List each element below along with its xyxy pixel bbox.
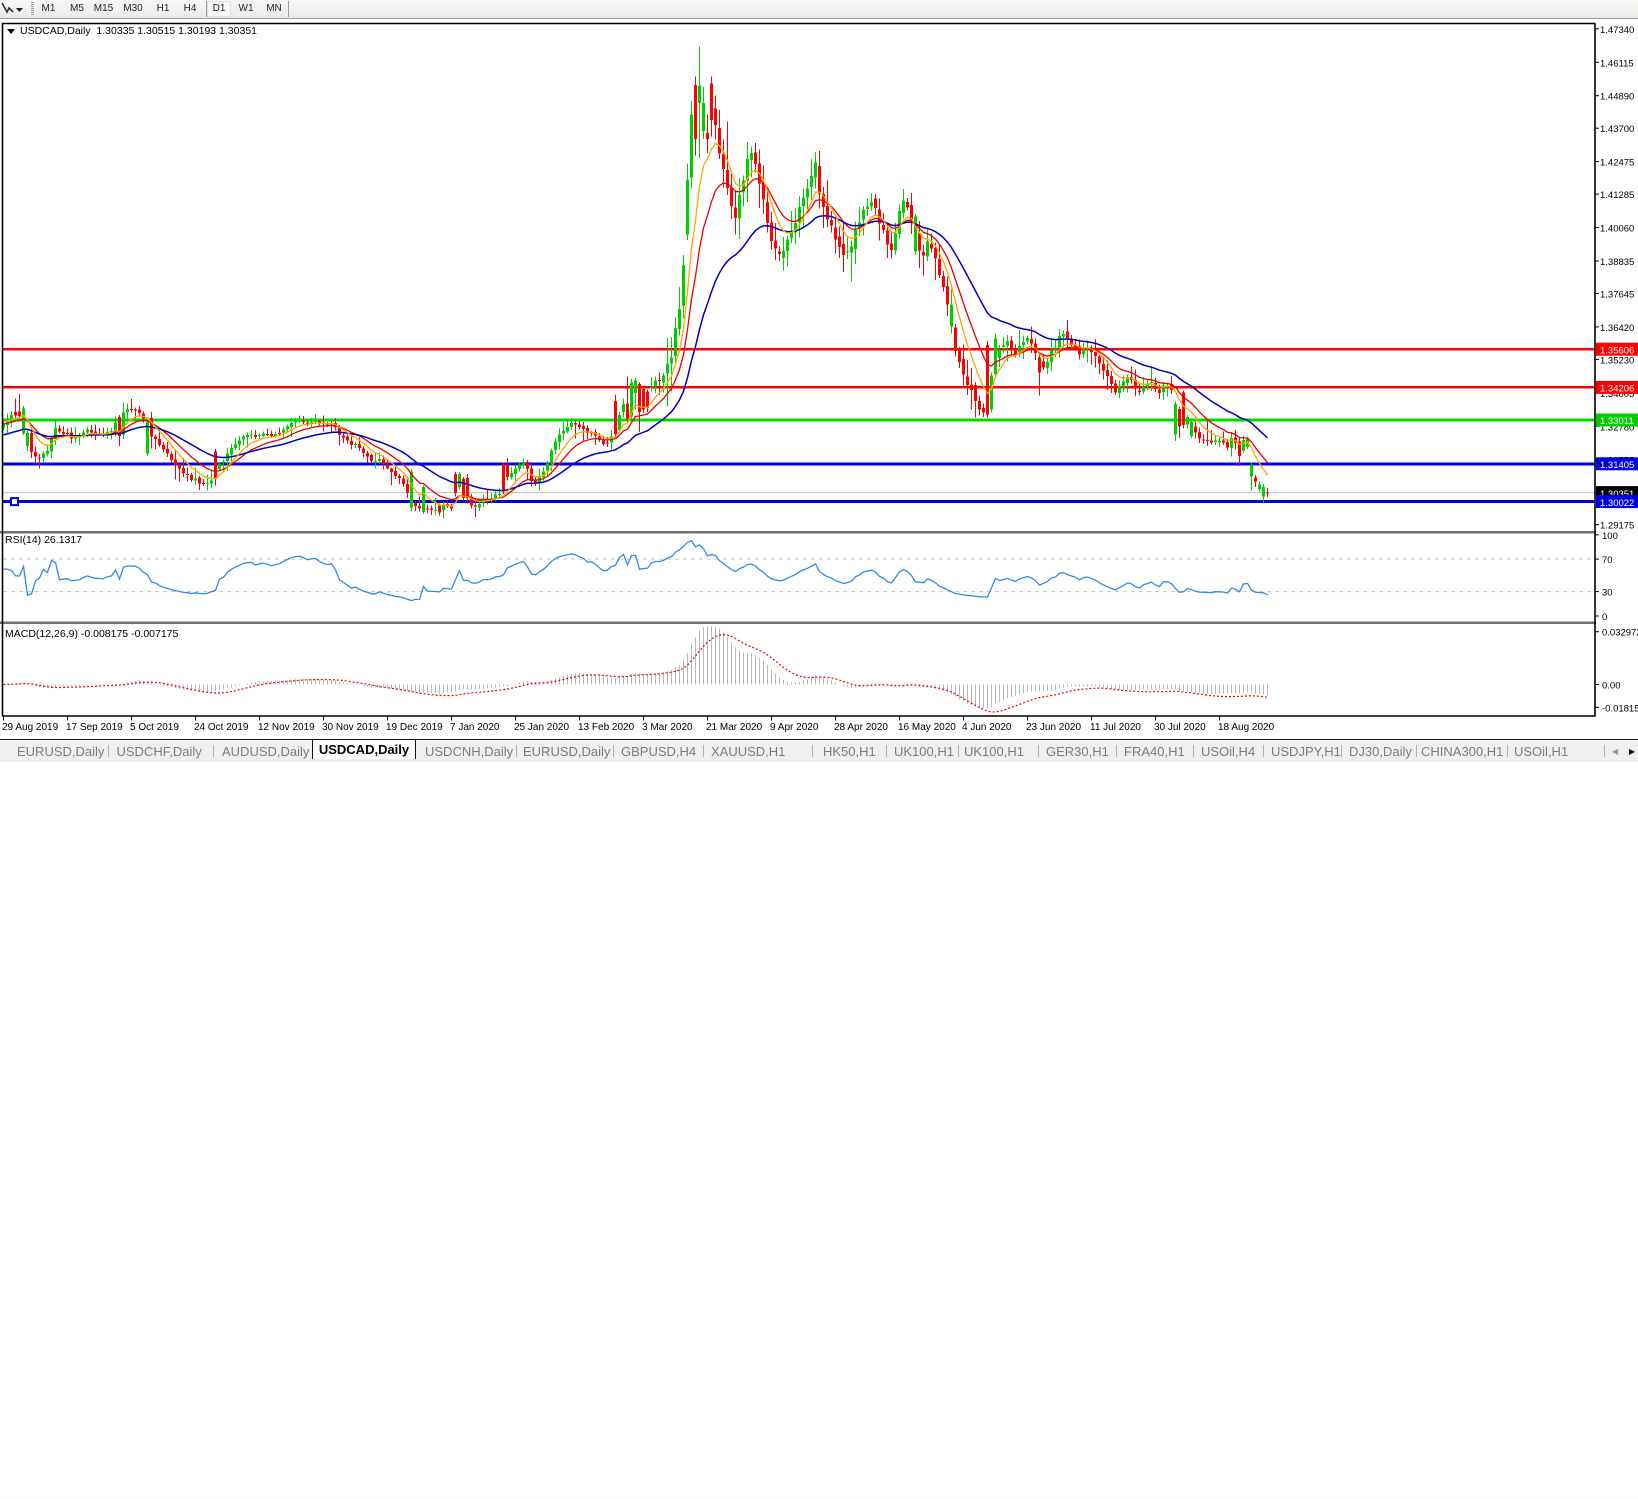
svg-text:1.32780: 1.32780 (1600, 422, 1634, 433)
svg-text:11 Jul 2020: 11 Jul 2020 (1090, 722, 1141, 733)
svg-text:1.47340: 1.47340 (1600, 25, 1634, 36)
svg-text:29 Aug 2019: 29 Aug 2019 (2, 722, 59, 733)
svg-text:4 Jun 2020: 4 Jun 2020 (962, 722, 1012, 733)
svg-text:12 Nov 2019: 12 Nov 2019 (258, 722, 315, 733)
svg-text:30 Jul 2020: 30 Jul 2020 (1154, 722, 1206, 733)
svg-text:100: 100 (1602, 531, 1618, 542)
svg-text:23 Jun 2020: 23 Jun 2020 (1026, 722, 1081, 733)
svg-text:1.35230: 1.35230 (1600, 355, 1634, 366)
svg-text:0: 0 (1602, 612, 1607, 623)
svg-text:5 Oct 2019: 5 Oct 2019 (130, 722, 179, 733)
svg-text:13 Feb 2020: 13 Feb 2020 (578, 722, 635, 733)
svg-text:1.30022: 1.30022 (1600, 498, 1634, 509)
svg-text:17 Sep 2019: 17 Sep 2019 (66, 722, 123, 733)
svg-text:MACD(12,26,9) -0.008175 -0.007: MACD(12,26,9) -0.008175 -0.007175 (5, 628, 179, 640)
svg-text:1.37645: 1.37645 (1600, 290, 1634, 301)
svg-text:28 Apr 2020: 28 Apr 2020 (834, 722, 888, 733)
svg-text:1.46115: 1.46115 (1600, 58, 1634, 69)
svg-text:25 Jan 2020: 25 Jan 2020 (514, 722, 569, 733)
svg-text:1.43700: 1.43700 (1600, 124, 1634, 135)
svg-text:3 Mar 2020: 3 Mar 2020 (642, 722, 693, 733)
svg-text:1.31405: 1.31405 (1600, 460, 1634, 471)
svg-text:21 Mar 2020: 21 Mar 2020 (706, 722, 763, 733)
svg-text:1.38835: 1.38835 (1600, 257, 1634, 268)
svg-text:18 Aug 2020: 18 Aug 2020 (1218, 722, 1275, 733)
svg-text:7 Jan 2020: 7 Jan 2020 (450, 722, 500, 733)
svg-text:1.41285: 1.41285 (1600, 190, 1634, 201)
svg-text:16 May 2020: 16 May 2020 (898, 722, 956, 733)
svg-text:70: 70 (1602, 555, 1613, 566)
svg-text:1.42475: 1.42475 (1600, 158, 1634, 169)
svg-text:30 Nov 2019: 30 Nov 2019 (322, 722, 379, 733)
svg-text:RSI(14) 26.1317: RSI(14) 26.1317 (5, 534, 82, 546)
svg-text:USDCAD,Daily 1.30335 1.30515: USDCAD,Daily 1.30335 1.30515 1.30193 1.3… (20, 25, 257, 37)
svg-text:24 Oct 2019: 24 Oct 2019 (194, 722, 249, 733)
svg-text:1.30351: 1.30351 (1600, 489, 1634, 500)
svg-text:1.29175: 1.29175 (1600, 521, 1634, 532)
svg-text:19 Dec 2019: 19 Dec 2019 (386, 722, 443, 733)
svg-text:9 Apr 2020: 9 Apr 2020 (770, 722, 819, 733)
svg-text:30: 30 (1602, 588, 1613, 599)
svg-text:1.34206: 1.34206 (1600, 384, 1634, 395)
svg-text:1.44890: 1.44890 (1600, 92, 1634, 103)
svg-text:1.33011: 1.33011 (1600, 416, 1634, 427)
svg-text:1.35606: 1.35606 (1600, 345, 1634, 356)
svg-text:1.40060: 1.40060 (1600, 224, 1634, 235)
svg-text:-0.018154: -0.018154 (1602, 703, 1638, 714)
svg-text:1.36420: 1.36420 (1600, 323, 1634, 334)
svg-text:0.00: 0.00 (1602, 681, 1621, 692)
svg-text:0.032972: 0.032972 (1602, 628, 1638, 639)
svg-text:1.34005: 1.34005 (1600, 389, 1634, 400)
